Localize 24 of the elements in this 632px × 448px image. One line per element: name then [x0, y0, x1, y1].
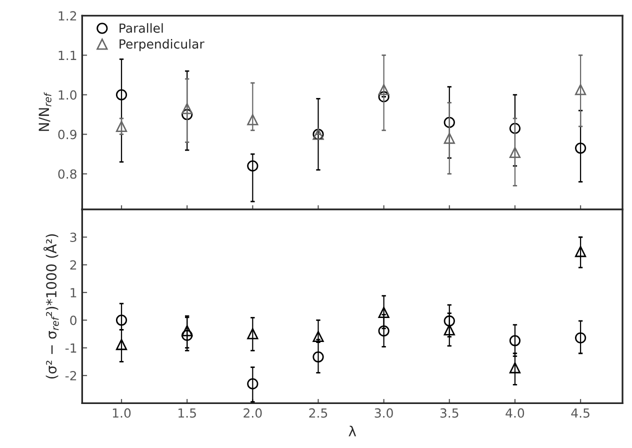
x-tick-label: 3.0 — [374, 408, 393, 418]
y-axis-title: (σ² − σ$_{ref}$²)*1000 (Å²) — [43, 234, 59, 378]
y-tick-label: 1.1 — [58, 50, 76, 60]
x-tick-label: 2.0 — [244, 408, 262, 418]
y-tick-label: 0.9 — [58, 130, 76, 140]
y-tick-label: 1 — [70, 288, 76, 298]
y-tick-label: -1 — [65, 343, 76, 353]
y-tick-label: 0 — [70, 316, 76, 326]
x-axis-title: λ — [348, 426, 356, 436]
y-tick-label: 3 — [70, 232, 76, 242]
x-tick-label: 4.5 — [571, 408, 590, 418]
y-axis-title: N/N$_{ref}$ — [38, 92, 52, 131]
legend-label: Perpendicular — [120, 39, 204, 52]
y-tick-label: 1.2 — [58, 11, 76, 20]
x-tick-label: 1.0 — [112, 408, 131, 418]
x-tick-label: 3.5 — [440, 408, 458, 418]
y-tick-label: 2 — [70, 260, 76, 270]
legend-label: Parallel — [120, 23, 163, 33]
x-tick-label: 1.5 — [178, 408, 196, 418]
y-tick-label: -2 — [65, 370, 76, 380]
y-tick-label: 0.8 — [58, 169, 76, 179]
x-tick-label: 4.0 — [506, 408, 524, 418]
x-tick-label: 2.5 — [309, 408, 328, 418]
y-tick-label: 1.0 — [58, 90, 76, 100]
